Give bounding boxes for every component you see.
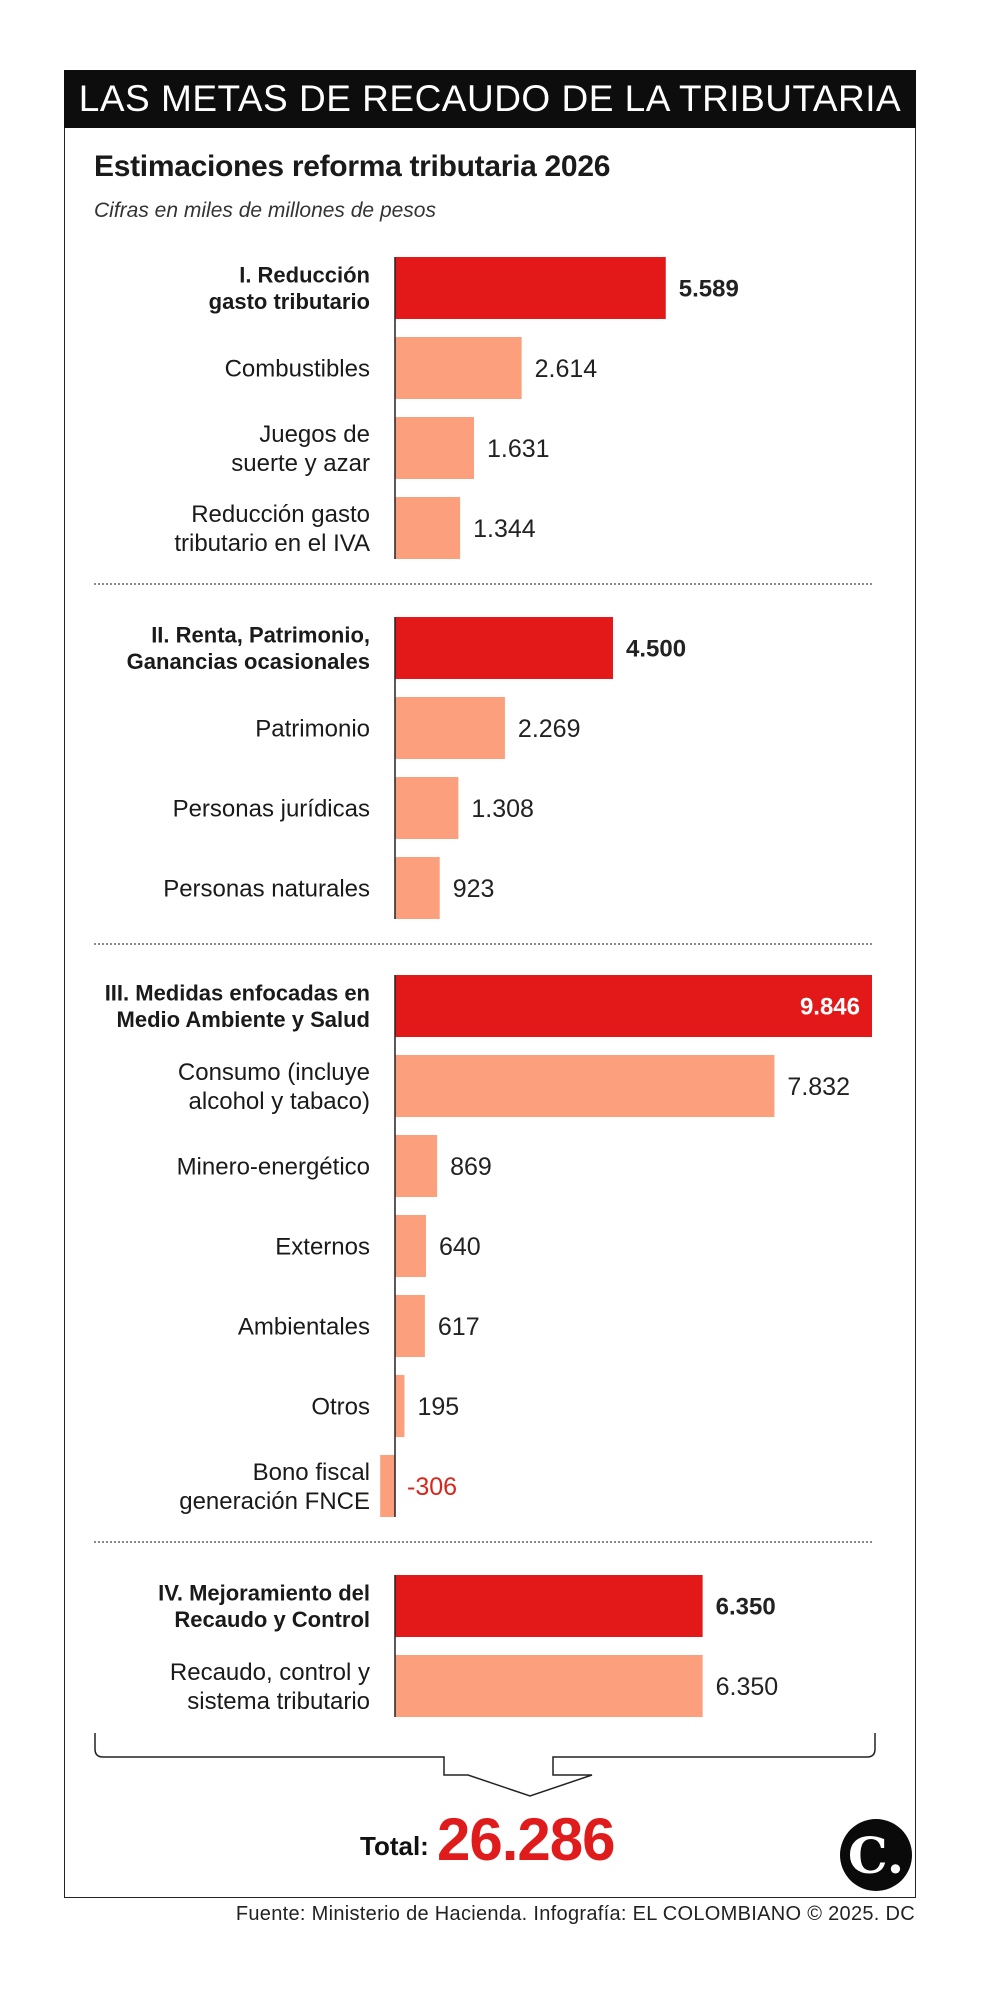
item-label: Personas jurídicas [173,795,370,822]
item-bar [380,1455,395,1517]
item-value-label: 6.350 [716,1673,779,1701]
item-value-label: 923 [453,875,495,903]
group-total-bar [395,1575,703,1637]
item-bar [395,1295,425,1357]
group-label: III. Medidas enfocadas en Medio Ambiente … [105,981,370,1032]
item-value-label: 1.631 [487,435,550,463]
item-label: Juegos de suerte y azar [231,421,370,477]
group-total-bar [395,257,666,319]
group-label: II. Renta, Patrimonio, Ganancias ocasiona… [127,623,370,674]
group-value-label: 5.589 [679,275,739,302]
item-bar [395,417,475,479]
header-title: LAS METAS DE RECAUDO DE LA TRIBUTARIA [78,78,902,119]
total-label: Total: [360,1831,429,1861]
item-label: Combustibles [225,355,370,382]
total-value: 26.286 [437,1806,616,1873]
item-value-label: 869 [450,1153,492,1181]
total-bracket-arrow [94,1733,876,1797]
item-label: Consumo (incluye alcohol y tabaco) [178,1059,370,1115]
item-value-label: 1.308 [471,795,534,823]
item-bar [395,1215,427,1277]
item-label: Patrimonio [255,715,370,742]
item-label: Externos [275,1233,370,1260]
item-label: Otros [311,1393,370,1420]
item-label: Personas naturales [163,875,370,902]
group-value-label: 9.846 [800,993,860,1020]
group-total-bar [395,617,614,679]
item-bar [395,1055,775,1117]
item-bar [395,337,522,399]
item-bar [395,1655,703,1717]
item-label: Ambientales [238,1313,370,1340]
item-label: Minero-energético [177,1153,370,1180]
el-colombiano-logo: C. [840,1819,912,1891]
source-credit: Fuente: Ministerio de Hacienda. Infograf… [235,1903,915,1925]
item-bar [395,857,440,919]
item-value-label: 617 [438,1313,480,1341]
group-label: IV. Mejoramiento del Recaudo y Control [158,1581,370,1632]
item-bar [395,1375,405,1437]
item-bar [395,1135,438,1197]
header-bar: LAS METAS DE RECAUDO DE LA TRIBUTARIA [64,70,916,128]
item-bar [395,697,505,759]
item-value-label: 7.832 [787,1073,850,1101]
item-label: Bono fiscal generación FNCE [179,1459,370,1515]
group-value-label: 4.500 [626,635,686,662]
group-value-label: 6.350 [716,1593,776,1620]
item-bar [395,497,461,559]
item-label: Reducción gasto tributario en el IVA [174,501,370,557]
units-note: Cifras en miles de millones de pesos [94,199,436,222]
item-value-label: 2.269 [518,715,581,743]
item-value-label: -306 [407,1473,457,1501]
group-total-bar [395,975,872,1037]
group-label: I. Reducción gasto tributario [209,263,370,314]
item-value-label: 640 [439,1233,481,1261]
chart-subtitle: Estimaciones reforma tributaria 2026 [94,150,611,183]
item-value-label: 195 [417,1393,459,1421]
item-bar [395,777,459,839]
item-value-label: 2.614 [535,355,598,383]
logo-text: C. [847,1825,905,1885]
item-label: Recaudo, control y sistema tributario [170,1659,370,1715]
item-value-label: 1.344 [473,515,536,543]
